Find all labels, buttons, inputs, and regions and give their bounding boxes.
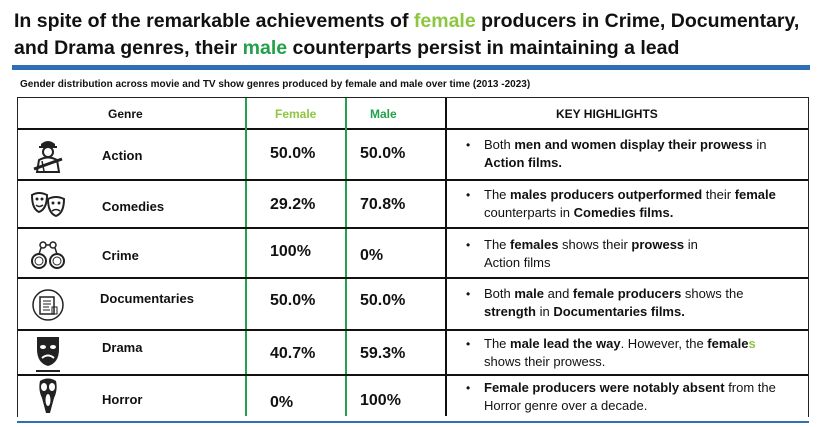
- table-row: Drama 40.7% 59.3% • The male lead the wa…: [18, 331, 808, 376]
- key-highlight: • The males producers outperformed their…: [466, 187, 776, 220]
- key-highlight: • Both male and female producers shows t…: [466, 286, 744, 319]
- female-share: 40.7%: [270, 345, 316, 362]
- genre-table: Genre Female Male KEY HIGHLIGHTS Action …: [17, 97, 809, 417]
- male-share: 50.0%: [360, 145, 406, 162]
- title-female-highlight: female: [413, 10, 476, 32]
- column-divider-female: [245, 98, 247, 416]
- genre-name: Documentaries: [100, 291, 194, 306]
- bullet-icon: •: [466, 337, 471, 351]
- title-divider: [12, 65, 810, 70]
- drama-mask-icon: [28, 333, 68, 373]
- female-share: 0%: [270, 394, 294, 411]
- handcuffs-icon: [28, 234, 68, 274]
- header-male: Male: [370, 107, 397, 121]
- bullet-icon: •: [466, 287, 471, 301]
- key-highlight: • Both men and women display their prowe…: [466, 137, 767, 170]
- male-share: 100%: [360, 392, 401, 409]
- table-row: Crime 100% 0% • The females shows their …: [18, 229, 808, 279]
- header-key-highlights: KEY HIGHLIGHTS: [556, 107, 658, 121]
- column-divider-highlights: [445, 98, 447, 416]
- genre-name: Drama: [102, 340, 143, 355]
- document-icon: [28, 285, 68, 325]
- bottom-divider: [17, 421, 809, 423]
- female-share: 50.0%: [270, 292, 316, 309]
- genre-name: Horror: [102, 392, 143, 407]
- subtitle: Gender distribution across movie and TV …: [20, 79, 531, 90]
- scream-mask-icon: [28, 376, 68, 416]
- bullet-icon: •: [466, 381, 471, 395]
- male-share: 70.8%: [360, 196, 406, 213]
- female-share: 100%: [270, 243, 311, 260]
- female-share: 29.2%: [270, 196, 316, 213]
- table-header-row: Genre Female Male KEY HIGHLIGHTS: [18, 98, 808, 130]
- bullet-icon: •: [466, 188, 471, 202]
- table-row: Comedies 29.2% 70.8% • The males produce…: [18, 181, 808, 229]
- male-share: 0%: [360, 247, 384, 264]
- column-divider-male: [345, 98, 347, 416]
- page-title: In spite of the remarkable achievements …: [14, 10, 800, 59]
- table-row: Documentaries 50.0% 50.0% • Both male an…: [18, 279, 808, 331]
- bullet-icon: •: [466, 138, 471, 152]
- table-row: Action 50.0% 50.0% • Both men and women …: [18, 130, 808, 181]
- title-male-highlight: male: [242, 37, 288, 59]
- table-row: Horror 0% 100% • Female producers were n…: [18, 376, 808, 416]
- bullet-icon: •: [466, 238, 471, 252]
- comedy-masks-icon: [28, 185, 68, 225]
- key-highlight: • Female producers were notably absent f…: [466, 380, 776, 413]
- soldier-icon: [28, 135, 68, 175]
- header-genre: Genre: [108, 107, 143, 121]
- male-share: 50.0%: [360, 292, 406, 309]
- genre-name: Action: [102, 148, 143, 163]
- key-highlight: • The male lead the way. However, the fe…: [466, 336, 756, 369]
- key-highlight: • The females shows their prowess in Act…: [466, 237, 698, 270]
- header-female: Female: [275, 107, 317, 121]
- genre-name: Comedies: [102, 199, 165, 214]
- female-share: 50.0%: [270, 145, 316, 162]
- male-share: 59.3%: [360, 345, 406, 362]
- genre-name: Crime: [102, 248, 139, 263]
